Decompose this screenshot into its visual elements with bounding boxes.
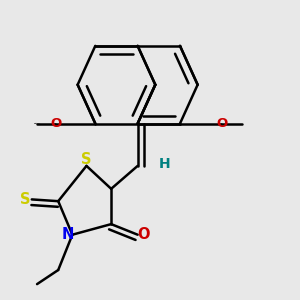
- Text: O: O: [51, 117, 62, 130]
- Text: methoxy: methoxy: [34, 122, 40, 124]
- Text: S: S: [20, 192, 31, 207]
- Text: N: N: [62, 227, 74, 242]
- Text: S: S: [81, 152, 92, 167]
- Text: O: O: [137, 227, 149, 242]
- Text: H: H: [159, 157, 170, 171]
- Text: methoxy: methoxy: [35, 122, 41, 124]
- Text: O: O: [217, 117, 228, 130]
